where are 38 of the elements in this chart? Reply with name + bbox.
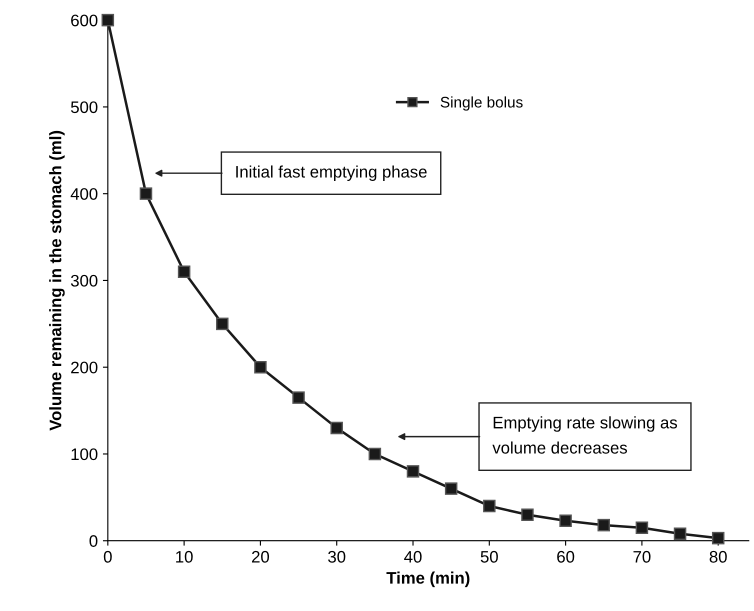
legend-label: Single bolus: [440, 96, 523, 111]
x-tick-label: 40: [404, 550, 422, 563]
x-tick-label: 80: [710, 550, 727, 563]
point: [521, 508, 534, 521]
point: [102, 14, 114, 26]
x-tick-label: 20: [252, 550, 270, 563]
y-axis-title: Volume remaining in the stomach (ml): [49, 130, 65, 431]
y-tick-label: 400: [70, 188, 98, 200]
point: [559, 514, 572, 528]
point: [636, 521, 648, 534]
y-tick-label: 200: [71, 362, 98, 374]
point: [140, 187, 152, 200]
point: [712, 532, 724, 544]
point: [216, 318, 229, 330]
x-tick-label: 10: [176, 550, 193, 563]
x-tick-label: 30: [328, 550, 346, 563]
point: [483, 500, 496, 512]
x-tick-label: 0: [104, 550, 112, 563]
y-tick-label: 100: [72, 448, 98, 460]
point: [292, 391, 305, 404]
annotation: Initial fast emptying phase: [236, 165, 427, 181]
point: [330, 422, 343, 434]
point: [598, 518, 610, 532]
annotation: Emptying rate slowing as volume decreases: [492, 416, 678, 454]
y-tick-label: 500: [70, 101, 98, 114]
point: [368, 448, 382, 460]
point: [178, 266, 190, 278]
point: [444, 482, 458, 495]
x-tick-label: 50: [480, 550, 498, 563]
y-tick-label: 300: [70, 274, 98, 287]
y-tick-label: 0: [89, 535, 98, 547]
point: [254, 360, 267, 374]
point: [674, 528, 686, 540]
y-tick-label: 600: [71, 14, 98, 26]
point: [406, 465, 420, 478]
x-axis-title: Time (min): [386, 572, 470, 588]
x-tick-label: 70: [633, 550, 651, 563]
x-tick-label: 60: [557, 550, 574, 563]
